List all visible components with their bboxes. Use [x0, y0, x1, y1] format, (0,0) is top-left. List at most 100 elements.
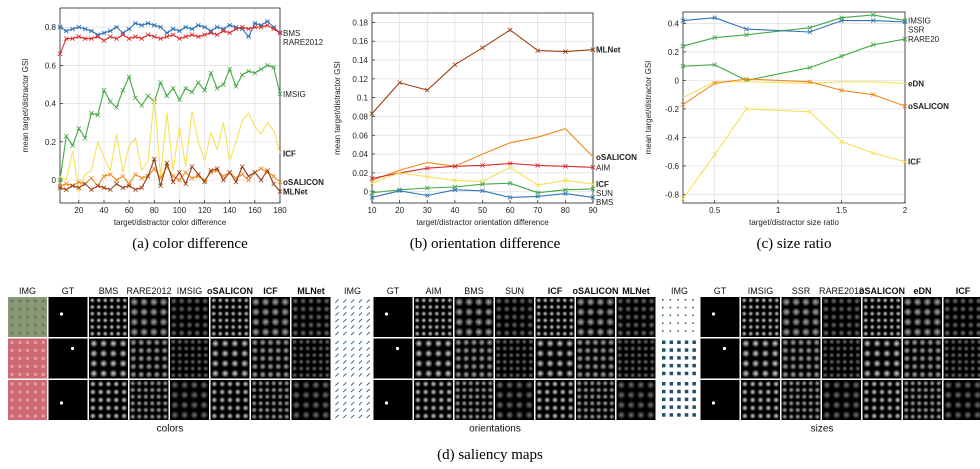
thumb-blob — [600, 339, 607, 346]
thumb-bar — [358, 347, 363, 351]
thumb-blob — [801, 393, 807, 400]
thumb-blob — [813, 363, 820, 370]
thumb-bar — [366, 401, 371, 406]
thumb-dot — [26, 390, 30, 394]
thumb-square — [669, 413, 674, 417]
thumb-blob — [455, 363, 462, 370]
thumb-blob — [422, 380, 429, 388]
thumb-blob — [519, 313, 526, 321]
thumb-blob — [178, 329, 185, 337]
thumb-blob — [226, 404, 234, 412]
thumb-blob — [913, 307, 922, 317]
thumb-blob — [788, 380, 794, 387]
thumb-blob — [130, 413, 136, 420]
thumb-blob — [855, 339, 861, 345]
thumb-blob — [853, 313, 861, 321]
thumb-blob — [318, 365, 324, 372]
thumb-bar — [350, 331, 355, 336]
thumb-bar — [350, 388, 355, 393]
data-point-marker — [680, 63, 686, 69]
thumb-blob — [282, 339, 290, 346]
thumb-bar — [350, 382, 355, 386]
y-tick-label: 0.2 — [668, 48, 680, 57]
thumb-blob — [913, 297, 922, 307]
thumb-bar — [350, 401, 355, 406]
thumb-blob — [305, 365, 311, 372]
thumb-blob — [201, 329, 209, 337]
thumb-blob — [903, 355, 911, 362]
thumb-blob — [624, 297, 632, 305]
thumb-blob — [630, 359, 636, 365]
thumb-blob — [481, 400, 487, 407]
thumb-blob — [789, 363, 797, 370]
thumb-blob — [848, 339, 854, 345]
thumb-dot — [26, 331, 30, 335]
thumb-blob — [130, 327, 139, 337]
thumb-bg — [129, 380, 169, 420]
thumb-blob — [211, 330, 217, 337]
data-point-marker — [562, 178, 568, 183]
thumb-blob — [771, 349, 780, 358]
thumb-blob — [414, 369, 423, 378]
data-point-marker — [807, 29, 813, 35]
thumb-blob — [170, 390, 179, 400]
map-column-label: oSALICON — [573, 286, 619, 296]
thumb-blob — [311, 365, 317, 372]
thumb-blob — [422, 388, 429, 396]
thumb-blob — [515, 365, 521, 372]
thumb-blob — [562, 317, 568, 324]
thumb-blob — [196, 372, 202, 378]
thumb-blob — [502, 372, 508, 378]
thumb-blob — [161, 363, 168, 370]
thumb-blob — [237, 324, 243, 330]
thumb-dot — [41, 331, 45, 335]
thumb-blob — [251, 327, 260, 337]
thumb-blob — [970, 339, 976, 345]
data-point-marker — [177, 170, 182, 175]
thumb-blob — [137, 355, 145, 362]
saliency-thumbnail — [210, 380, 250, 420]
thumb-bar — [350, 305, 355, 310]
thumb-blob — [765, 412, 772, 420]
data-point-marker — [76, 185, 82, 191]
thumb-blob — [923, 380, 929, 387]
thumb-blob — [495, 380, 504, 390]
thumb-blob — [617, 352, 623, 358]
thumb-blob — [543, 412, 551, 420]
thumb-blob — [99, 369, 108, 378]
thumb-bg — [700, 338, 740, 379]
thumb-blob — [109, 310, 115, 317]
thumb-blob — [109, 317, 115, 324]
thumb-blob — [251, 297, 260, 307]
data-point-marker — [369, 194, 375, 200]
thumb-blob — [822, 321, 830, 329]
thumb-blob — [903, 387, 909, 393]
data-point-marker — [277, 30, 283, 36]
thumb-blob — [315, 297, 323, 305]
y-tick-label: 0.8 — [45, 23, 57, 32]
thumb-blob — [975, 321, 980, 329]
thumb-blob — [445, 404, 453, 412]
y-tick-label: 0.2 — [45, 138, 57, 147]
thumb-square — [692, 306, 694, 309]
data-point-marker — [870, 92, 876, 98]
thumb-blob — [792, 317, 801, 327]
thumb-blob — [863, 412, 870, 420]
thumb-bar — [350, 360, 355, 364]
thumb-blob — [933, 297, 942, 307]
thumb-blob — [140, 327, 149, 337]
data-point-marker — [271, 26, 277, 32]
saliency-thumbnail — [333, 338, 372, 379]
thumb-square — [692, 348, 696, 352]
thumb-blob — [954, 390, 963, 400]
thumb-blob — [853, 305, 861, 313]
thumb-blob — [515, 410, 524, 420]
thumb-blob — [636, 352, 642, 358]
series-label-bms: BMS — [596, 198, 613, 207]
thumb-bar — [335, 388, 339, 393]
thumb-square — [684, 405, 689, 409]
x-tick-label: 40 — [100, 206, 109, 215]
series-icf — [369, 164, 596, 188]
thumb-blob — [959, 297, 967, 305]
thumb-blob — [495, 390, 504, 400]
